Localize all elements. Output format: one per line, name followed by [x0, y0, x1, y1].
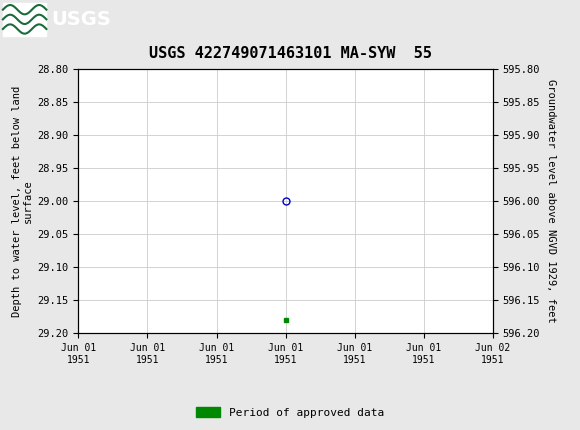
Y-axis label: Depth to water level, feet below land
surface: Depth to water level, feet below land su…	[12, 86, 33, 316]
FancyBboxPatch shape	[3, 3, 46, 36]
Text: USGS 422749071463101 MA-SYW  55: USGS 422749071463101 MA-SYW 55	[148, 46, 432, 61]
Text: USGS: USGS	[51, 10, 111, 29]
Legend: Period of approved data: Period of approved data	[191, 403, 389, 422]
Y-axis label: Groundwater level above NGVD 1929, feet: Groundwater level above NGVD 1929, feet	[546, 79, 556, 323]
